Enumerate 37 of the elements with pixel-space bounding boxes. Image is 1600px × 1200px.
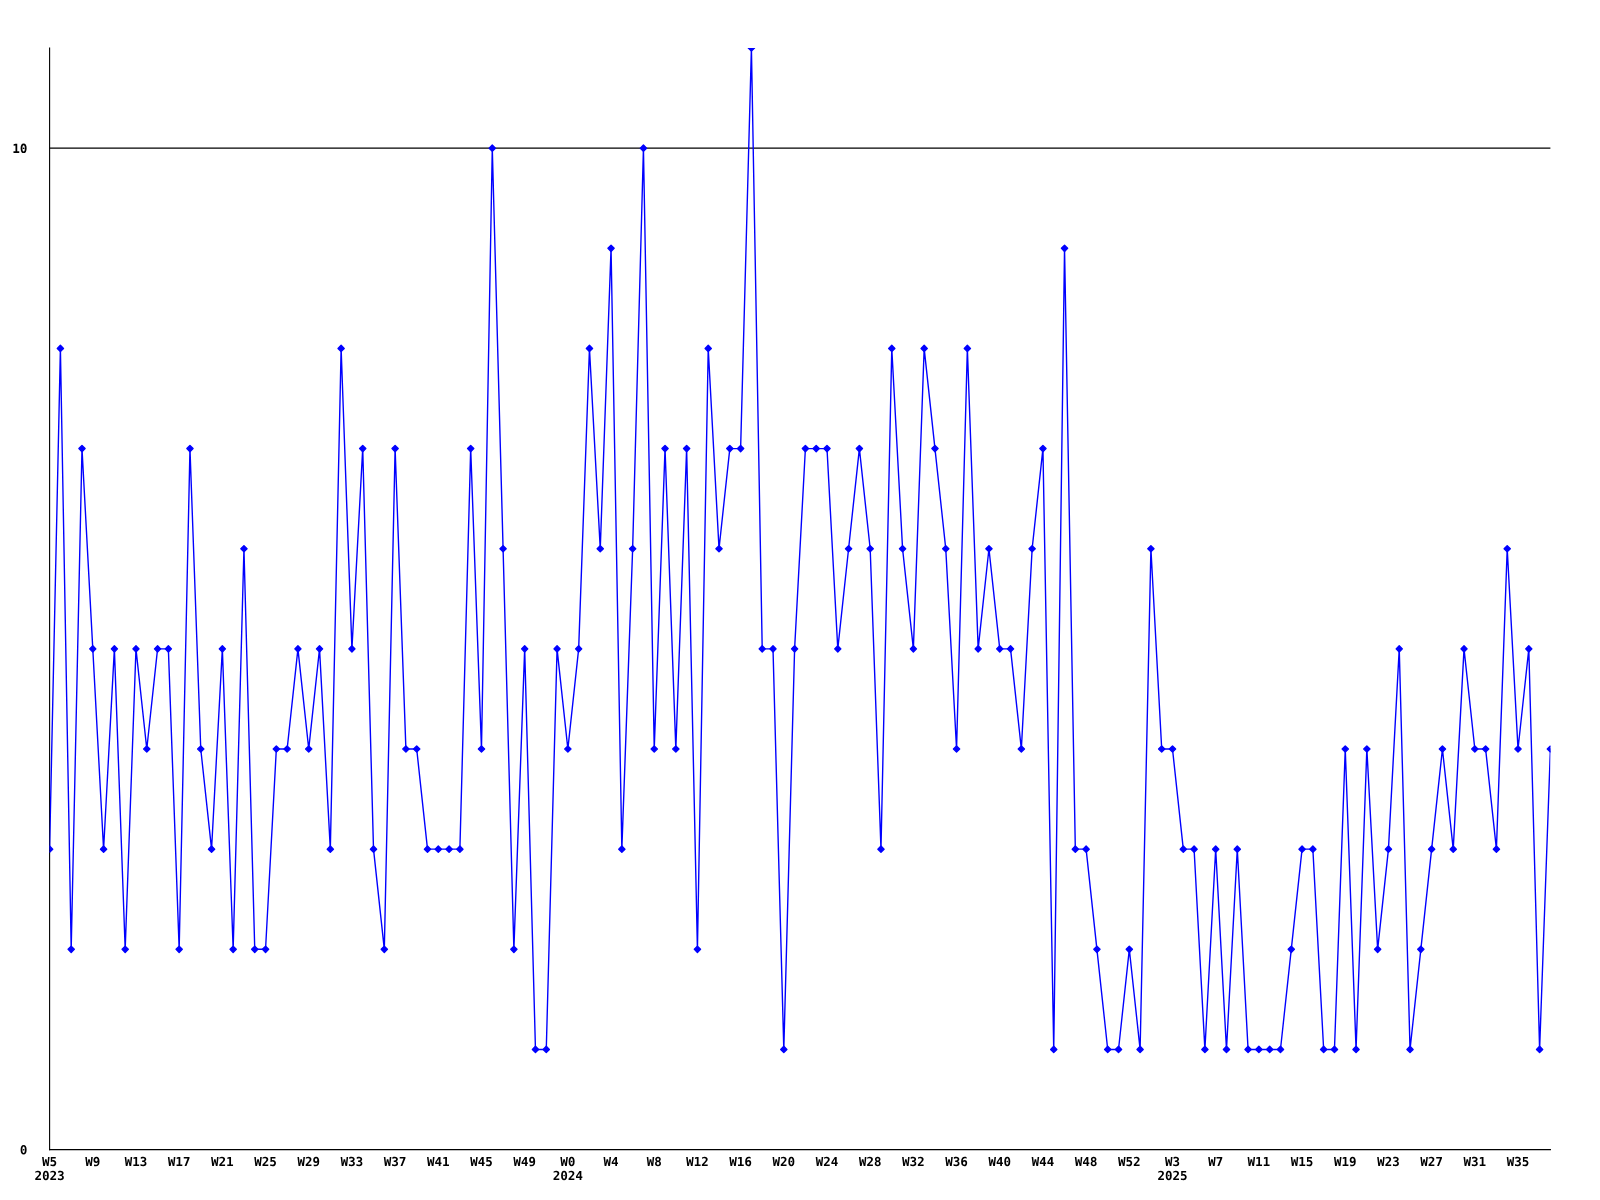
x-tick-label: W32 [902,1156,924,1167]
x-tick-label: W36 [945,1156,968,1167]
x-tick-label: W33 [340,1156,363,1167]
x-tick-label: W25 [254,1156,276,1167]
x-tick-label: W29 [297,1156,320,1167]
x-tick-label: W41 [427,1156,449,1167]
x-tick-label: W11 [1247,1156,1270,1167]
x-tick-label: W12 [686,1156,708,1167]
x-tick-label: W24 [815,1156,838,1167]
x-tick-label: W21 [211,1156,234,1167]
x-tick-label: W3 2025 [1158,1156,1187,1181]
x-tick-label: W13 [124,1156,147,1167]
x-tick-label: W17 [167,1156,190,1167]
y-tick-label: 10 [13,143,27,154]
x-tick-label: W15 [1290,1156,1313,1167]
x-tick-label: W49 [513,1156,536,1167]
x-tick-label: W35 [1506,1156,1529,1167]
x-tick-label: W23 [1377,1156,1399,1167]
x-tick-label: W9 [85,1156,100,1167]
x-tick-label: W0 2024 [553,1156,583,1181]
y-tick-label: 0 [20,1145,27,1155]
x-tick-label: W4 [603,1156,619,1167]
x-tick-label: W5 2023 [35,1156,64,1181]
x-tick-label: W31 [1463,1156,1486,1167]
x-tick-label: W19 [1333,1156,1356,1167]
x-tick-label: W37 [383,1156,406,1167]
x-tick-label: W40 [988,1156,1011,1167]
x-tick-label: W20 [772,1156,795,1167]
x-tick-label: W27 [1420,1156,1442,1167]
x-tick-label: W48 [1074,1156,1097,1167]
x-tick-label: W8 [646,1156,661,1167]
x-tick-label: W16 [729,1156,752,1167]
x-tick-label: W28 [858,1156,881,1167]
x-tick-label: W52 [1118,1156,1140,1167]
x-tick-label: W45 [470,1156,492,1167]
x-tick-label: W7 [1208,1156,1223,1167]
x-tick-label: W44 [1031,1156,1054,1167]
